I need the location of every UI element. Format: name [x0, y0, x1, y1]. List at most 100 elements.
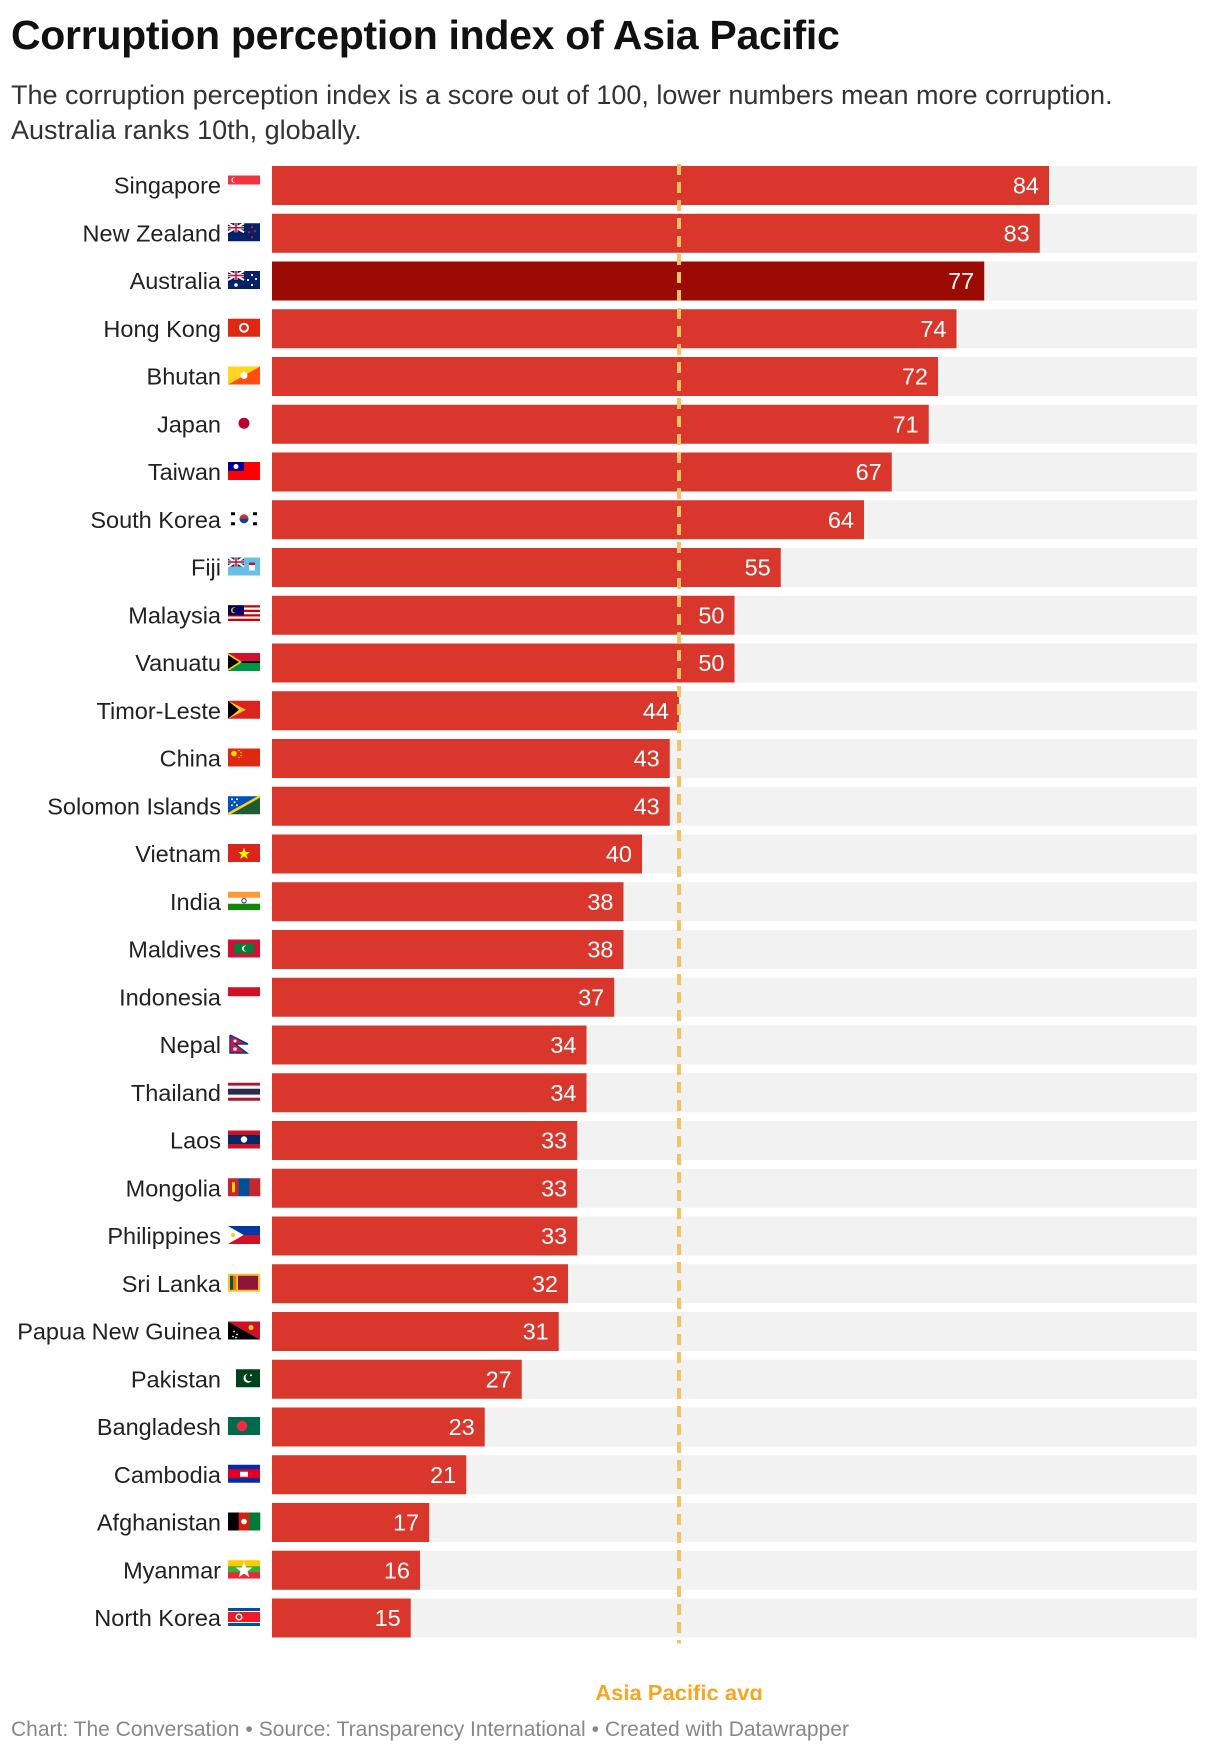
- chart-credit: Chart: The Conversation: [11, 1718, 240, 1741]
- south-korea-flag-icon: [228, 509, 260, 528]
- value-label-pakistan: 27: [486, 1366, 512, 1392]
- value-label-timor-leste: 44: [643, 698, 669, 724]
- category-label-bangladesh: Bangladesh: [97, 1414, 221, 1440]
- philippines-flag-icon: [228, 1226, 260, 1244]
- value-label-hong-kong: 74: [920, 316, 946, 342]
- category-label-taiwan: Taiwan: [148, 459, 221, 485]
- bar-cambodia: [272, 1455, 467, 1495]
- value-label-vanuatu: 50: [698, 650, 724, 676]
- category-label-myanmar: Myanmar: [123, 1557, 221, 1583]
- category-label-afghanistan: Afghanistan: [97, 1510, 221, 1536]
- bar-vanuatu: [272, 643, 735, 683]
- malaysia-flag-icon: [228, 605, 260, 624]
- category-label-malaysia: Malaysia: [128, 602, 222, 628]
- value-label-new-zealand: 83: [1004, 220, 1030, 246]
- bar-laos: [272, 1121, 578, 1160]
- category-label-vanuatu: Vanuatu: [135, 650, 221, 676]
- bar-solomon-islands: [272, 786, 670, 826]
- value-label-sri-lanka: 32: [532, 1271, 558, 1297]
- bar-background-myanmar: [272, 1550, 1197, 1590]
- value-label-solomon-islands: 43: [634, 793, 660, 819]
- category-label-north-korea: North Korea: [94, 1605, 222, 1631]
- category-label-india: India: [170, 889, 222, 915]
- bar-australia: [272, 261, 985, 301]
- bar-myanmar: [272, 1550, 420, 1590]
- footer-separator: •: [245, 1718, 253, 1741]
- new-zealand-flag-icon: [227, 222, 260, 242]
- bar-taiwan: [272, 452, 892, 492]
- solomon-islands-flag-icon: [227, 795, 261, 816]
- bar-afghanistan: [272, 1503, 430, 1542]
- category-label-maldives: Maldives: [128, 937, 221, 963]
- value-label-indonesia: 37: [578, 984, 604, 1010]
- bar-background-north-korea: [272, 1598, 1197, 1638]
- category-label-pakistan: Pakistan: [131, 1366, 221, 1392]
- average-reference-label: Asia Pacific avg: [595, 1681, 763, 1701]
- bar-papua-new-guinea: [272, 1312, 559, 1351]
- value-label-mongolia: 33: [541, 1175, 567, 1201]
- category-label-mongolia: Mongolia: [126, 1175, 222, 1201]
- category-label-cambodia: Cambodia: [114, 1462, 222, 1488]
- japan-flag-icon: [228, 414, 260, 433]
- bar-india: [272, 882, 624, 922]
- chart-footer: Chart: The Conversation • Source: Transpar…: [11, 1718, 849, 1742]
- value-label-india: 38: [587, 889, 613, 915]
- bar-bangladesh: [272, 1407, 485, 1447]
- singapore-flag-icon: [228, 175, 260, 194]
- china-flag-icon: [228, 748, 260, 767]
- value-label-afghanistan: 17: [393, 1510, 419, 1536]
- cambodia-flag-icon: [228, 1464, 260, 1483]
- value-label-singapore: 84: [1013, 173, 1039, 199]
- india-flag-icon: [228, 891, 260, 911]
- category-label-hong-kong: Hong Kong: [103, 316, 221, 342]
- value-label-bangladesh: 23: [449, 1414, 475, 1440]
- value-label-philippines: 33: [541, 1223, 567, 1249]
- category-label-papua-new-guinea: Papua New Guinea: [17, 1319, 222, 1345]
- bar-south-korea: [272, 500, 864, 540]
- sri-lanka-flag-icon: [228, 1273, 260, 1292]
- category-label-sri-lanka: Sri Lanka: [122, 1271, 222, 1297]
- australia-flag-icon: [227, 270, 260, 289]
- bar-pakistan: [272, 1359, 522, 1399]
- bar-thailand: [272, 1073, 587, 1113]
- category-label-thailand: Thailand: [131, 1080, 221, 1106]
- bar-vietnam: [272, 834, 642, 874]
- bar-nepal: [272, 1025, 587, 1065]
- category-label-new-zealand: New Zealand: [83, 220, 221, 246]
- bar-philippines: [272, 1216, 578, 1256]
- fiji-flag-icon: [227, 556, 260, 576]
- bar-sri-lanka: [272, 1264, 568, 1304]
- bar-indonesia: [272, 977, 615, 1017]
- bar-china: [272, 739, 670, 778]
- category-label-south-korea: South Korea: [90, 507, 222, 533]
- bar-fiji: [272, 548, 781, 587]
- value-label-vietnam: 40: [606, 841, 632, 867]
- value-label-myanmar: 16: [384, 1557, 410, 1583]
- chart-title: Corruption perception index of Asia Paci…: [11, 12, 840, 58]
- value-label-thailand: 34: [550, 1080, 576, 1106]
- indonesia-flag-icon: [228, 987, 260, 1006]
- tool-credit: Created with Datawrapper: [604, 1718, 849, 1741]
- bar-bhutan: [272, 357, 938, 396]
- category-label-laos: Laos: [170, 1128, 221, 1154]
- value-label-fiji: 55: [745, 555, 771, 581]
- value-label-papua-new-guinea: 31: [523, 1319, 549, 1345]
- bar-timor-leste: [272, 691, 679, 731]
- bar-malaysia: [272, 595, 735, 635]
- category-label-fiji: Fiji: [191, 555, 221, 581]
- category-label-japan: Japan: [157, 411, 221, 437]
- bangladesh-flag-icon: [228, 1417, 260, 1435]
- nepal-flag-icon: [229, 1034, 250, 1054]
- taiwan-flag-icon: [228, 462, 260, 480]
- north-korea-flag-icon: [228, 1608, 260, 1626]
- category-label-philippines: Philippines: [107, 1223, 221, 1249]
- value-label-bhutan: 72: [902, 364, 928, 390]
- category-label-china: China: [160, 746, 222, 772]
- bar-hong-kong: [272, 309, 957, 349]
- laos-flag-icon: [228, 1130, 260, 1149]
- maldives-flag-icon: [228, 939, 260, 958]
- vanuatu-flag-icon: [228, 653, 260, 671]
- mongolia-flag-icon: [228, 1178, 261, 1197]
- bar-maldives: [272, 930, 624, 969]
- bar-singapore: [272, 166, 1049, 205]
